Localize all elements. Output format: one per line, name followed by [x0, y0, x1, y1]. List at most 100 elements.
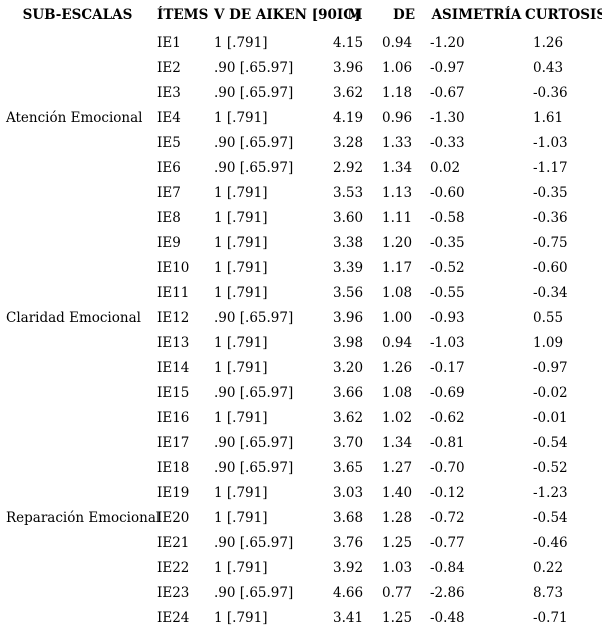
- cell-aiken: 1 [.791]: [214, 259, 268, 276]
- cell-asymmetry: 0.02: [430, 159, 461, 176]
- cell-aiken: 1 [.791]: [214, 409, 268, 426]
- cell-subscale: Atención Emocional: [6, 109, 143, 126]
- cell-asymmetry: -0.17: [430, 359, 465, 376]
- cell-asymmetry: -0.35: [430, 234, 465, 251]
- cell-aiken: 1 [.791]: [214, 484, 268, 501]
- cell-kurtosis: -1.23: [533, 484, 568, 501]
- cell-de: 1.11: [382, 209, 413, 226]
- cell-aiken: .90 [.65.97]: [214, 159, 294, 176]
- cell-item: IE21: [157, 534, 190, 551]
- table-row: IE22 1 [.791] 3.92 1.03 -0.84 0.22: [0, 555, 602, 580]
- cell-aiken: 1 [.791]: [214, 109, 268, 126]
- cell-de: 1.13: [382, 184, 413, 201]
- cell-item: IE13: [157, 334, 190, 351]
- cell-m: 3.96: [333, 309, 364, 326]
- cell-m: 3.53: [333, 184, 364, 201]
- cell-kurtosis: -1.17: [533, 159, 568, 176]
- cell-m: 4.19: [333, 109, 364, 126]
- table-row: Reparación Emocional IE20 1 [.791] 3.68 1.28…: [0, 505, 602, 530]
- cell-m: 3.98: [333, 334, 364, 351]
- cell-item: IE22: [157, 559, 190, 576]
- cell-kurtosis: -0.52: [533, 459, 568, 476]
- cell-item: IE9: [157, 234, 181, 251]
- cell-de: 1.17: [382, 259, 413, 276]
- cell-subscale: [0, 230, 155, 255]
- cell-kurtosis: 0.43: [533, 59, 564, 76]
- cell-asymmetry: -0.60: [430, 184, 465, 201]
- cell-asymmetry: -0.70: [430, 459, 465, 476]
- cell-de: 1.25: [382, 609, 413, 626]
- cell-de: 1.18: [382, 84, 413, 101]
- cell-subscale: [0, 155, 155, 180]
- cell-item: IE20: [157, 509, 190, 526]
- table-row: IE14 1 [.791] 3.20 1.26 -0.17 -0.97: [0, 355, 602, 380]
- cell-kurtosis: -0.60: [533, 259, 568, 276]
- cell-subscale: [0, 330, 155, 355]
- cell-kurtosis: 1.26: [533, 34, 564, 51]
- column-header-de: DE: [393, 7, 415, 23]
- cell-subscale: [0, 405, 155, 430]
- column-header-aiken: V DE AIKEN [90IC]: [214, 7, 361, 23]
- cell-aiken: .90 [.65.97]: [214, 534, 294, 551]
- cell-asymmetry: -0.84: [430, 559, 465, 576]
- cell-subscale: [0, 530, 155, 555]
- cell-aiken: 1 [.791]: [214, 34, 268, 51]
- table-row: Claridad Emocional IE12 .90 [.65.97] 3.96 1.…: [0, 305, 602, 330]
- cell-kurtosis: 1.09: [533, 334, 564, 351]
- cell-kurtosis: -0.46: [533, 534, 568, 551]
- cell-aiken: .90 [.65.97]: [214, 309, 294, 326]
- cell-item: IE1: [157, 34, 181, 51]
- cell-item: IE15: [157, 384, 190, 401]
- cell-kurtosis: -0.02: [533, 384, 568, 401]
- cell-asymmetry: -2.86: [430, 584, 465, 601]
- cell-item: IE17: [157, 434, 190, 451]
- cell-asymmetry: -0.67: [430, 84, 465, 101]
- cell-item: IE11: [157, 284, 190, 301]
- table-row: IE3 .90 [.65.97] 3.62 1.18 -0.67 -0.36: [0, 80, 602, 105]
- cell-aiken: 1 [.791]: [214, 609, 268, 626]
- cell-subscale: Claridad Emocional: [6, 309, 141, 326]
- cell-asymmetry: -0.62: [430, 409, 465, 426]
- cell-m: 3.03: [333, 484, 364, 501]
- table-row: IE10 1 [.791] 3.39 1.17 -0.52 -0.60: [0, 255, 602, 280]
- cell-aiken: 1 [.791]: [214, 559, 268, 576]
- cell-subscale: [0, 555, 155, 580]
- cell-aiken: .90 [.65.97]: [214, 434, 294, 451]
- cell-m: 3.56: [333, 284, 364, 301]
- column-header-m: M: [347, 7, 363, 23]
- cell-aiken: .90 [.65.97]: [214, 459, 294, 476]
- cell-de: 1.26: [382, 359, 413, 376]
- cell-aiken: 1 [.791]: [214, 184, 268, 201]
- cell-aiken: .90 [.65.97]: [214, 134, 294, 151]
- table-row: IE15 .90 [.65.97] 3.66 1.08 -0.69 -0.02: [0, 380, 602, 405]
- cell-item: IE5: [157, 134, 181, 151]
- cell-m: 3.39: [333, 259, 364, 276]
- cell-kurtosis: 0.22: [533, 559, 564, 576]
- cell-m: 3.20: [333, 359, 364, 376]
- cell-de: 1.00: [382, 309, 413, 326]
- table-row: IE24 1 [.791] 3.41 1.25 -0.48 -0.71: [0, 605, 602, 630]
- cell-subscale: [0, 205, 155, 230]
- cell-subscale: [0, 280, 155, 305]
- cell-item: IE3: [157, 84, 181, 101]
- cell-m: 3.68: [333, 509, 364, 526]
- cell-subscale: [0, 380, 155, 405]
- cell-m: 3.38: [333, 234, 364, 251]
- cell-kurtosis: -1.03: [533, 134, 568, 151]
- cell-de: 0.94: [382, 34, 413, 51]
- cell-aiken: 1 [.791]: [214, 209, 268, 226]
- cell-item: IE8: [157, 209, 181, 226]
- cell-de: 1.34: [382, 159, 413, 176]
- cell-aiken: 1 [.791]: [214, 509, 268, 526]
- cell-subscale: [0, 605, 155, 630]
- table-row: IE9 1 [.791] 3.38 1.20 -0.35 -0.75: [0, 230, 602, 255]
- cell-kurtosis: 8.73: [533, 584, 564, 601]
- cell-subscale: [0, 455, 155, 480]
- cell-asymmetry: -0.58: [430, 209, 465, 226]
- cell-subscale: [0, 80, 155, 105]
- cell-m: 4.15: [333, 34, 364, 51]
- cell-asymmetry: -0.69: [430, 384, 465, 401]
- cell-de: 1.27: [382, 459, 413, 476]
- table-row: IE5 .90 [.65.97] 3.28 1.33 -0.33 -1.03: [0, 130, 602, 155]
